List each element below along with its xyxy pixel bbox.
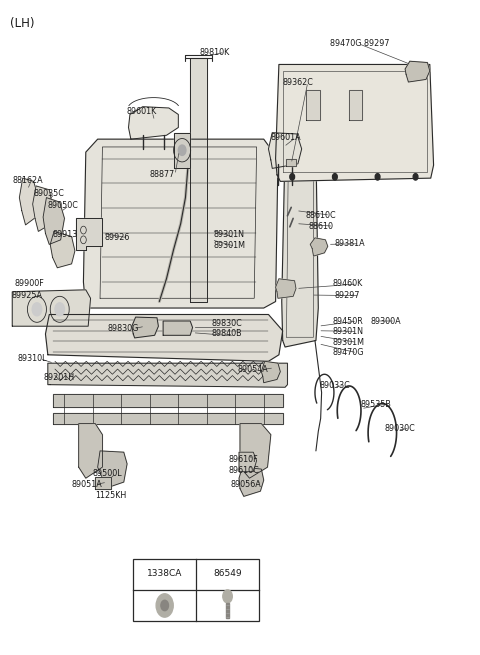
Circle shape xyxy=(161,600,168,610)
Polygon shape xyxy=(53,394,283,407)
Polygon shape xyxy=(349,90,362,120)
Polygon shape xyxy=(76,218,102,250)
Text: 88877: 88877 xyxy=(150,170,175,179)
Circle shape xyxy=(413,174,418,180)
Text: 89830C: 89830C xyxy=(212,319,242,328)
Text: 89450R: 89450R xyxy=(333,316,363,326)
Polygon shape xyxy=(79,424,102,478)
Polygon shape xyxy=(310,238,328,256)
Polygon shape xyxy=(239,452,257,472)
Polygon shape xyxy=(306,90,320,120)
Text: 89900F: 89900F xyxy=(14,280,44,288)
Text: 1338CA: 1338CA xyxy=(147,569,182,578)
Text: 89201H: 89201H xyxy=(43,373,74,382)
Circle shape xyxy=(55,303,64,316)
Text: 86549: 86549 xyxy=(213,569,242,578)
Polygon shape xyxy=(287,159,296,166)
Polygon shape xyxy=(282,145,318,347)
Text: 89926: 89926 xyxy=(105,233,130,242)
Polygon shape xyxy=(261,362,280,383)
Text: 89470G 89297: 89470G 89297 xyxy=(330,39,390,48)
Polygon shape xyxy=(50,231,75,268)
Polygon shape xyxy=(33,186,53,231)
Polygon shape xyxy=(53,413,283,424)
Polygon shape xyxy=(97,451,127,489)
Text: 89035C: 89035C xyxy=(34,189,64,198)
Text: 89301M: 89301M xyxy=(333,338,364,347)
Text: 88610: 88610 xyxy=(309,221,334,231)
Circle shape xyxy=(179,145,186,155)
Text: 89301N: 89301N xyxy=(214,230,245,239)
Polygon shape xyxy=(239,467,264,496)
Text: 89810K: 89810K xyxy=(200,48,230,56)
Text: 89610F: 89610F xyxy=(228,455,258,464)
Text: 89310L: 89310L xyxy=(17,354,47,363)
Text: 89056A: 89056A xyxy=(230,480,261,489)
Circle shape xyxy=(223,590,232,603)
Polygon shape xyxy=(48,364,288,387)
Text: 88162A: 88162A xyxy=(12,176,43,185)
Text: 89054A: 89054A xyxy=(238,365,268,374)
Text: 89500L: 89500L xyxy=(93,469,122,478)
Polygon shape xyxy=(132,317,158,338)
Text: 1125KH: 1125KH xyxy=(96,491,127,500)
Text: 89460K: 89460K xyxy=(333,280,363,288)
Text: 89830G: 89830G xyxy=(107,324,139,333)
Text: 89050C: 89050C xyxy=(48,201,79,210)
Circle shape xyxy=(32,303,42,316)
Circle shape xyxy=(156,594,173,617)
Circle shape xyxy=(290,174,295,180)
Text: 89301N: 89301N xyxy=(333,327,363,336)
Text: 89610C: 89610C xyxy=(228,466,259,475)
Polygon shape xyxy=(276,279,296,298)
Text: 89033C: 89033C xyxy=(320,381,350,390)
Text: 89381A: 89381A xyxy=(335,239,365,248)
Text: 88610C: 88610C xyxy=(305,211,336,219)
Polygon shape xyxy=(240,424,271,478)
Text: 89601K: 89601K xyxy=(126,107,156,117)
Polygon shape xyxy=(43,198,64,244)
Text: 89913: 89913 xyxy=(53,230,78,239)
Text: 89470G: 89470G xyxy=(333,348,364,358)
Text: 89297: 89297 xyxy=(335,291,360,300)
Polygon shape xyxy=(276,64,433,181)
Text: 89301M: 89301M xyxy=(214,240,246,250)
Polygon shape xyxy=(96,477,111,489)
Polygon shape xyxy=(129,107,179,139)
Text: 89601A: 89601A xyxy=(271,133,301,141)
Text: 89840B: 89840B xyxy=(212,329,242,339)
Text: 89925A: 89925A xyxy=(12,291,42,300)
Polygon shape xyxy=(84,139,278,308)
Text: 89300A: 89300A xyxy=(371,316,401,326)
Polygon shape xyxy=(19,178,38,225)
Polygon shape xyxy=(405,61,430,82)
Polygon shape xyxy=(226,603,229,618)
Text: 89051A: 89051A xyxy=(72,480,102,489)
Text: 89030C: 89030C xyxy=(384,424,416,433)
Polygon shape xyxy=(12,290,91,326)
Polygon shape xyxy=(174,133,190,168)
Polygon shape xyxy=(163,321,192,335)
Bar xyxy=(133,559,259,621)
Text: 89362C: 89362C xyxy=(283,77,313,86)
Text: (LH): (LH) xyxy=(10,17,35,30)
Polygon shape xyxy=(190,58,207,301)
Polygon shape xyxy=(268,133,301,168)
Polygon shape xyxy=(46,314,283,362)
Text: 89535B: 89535B xyxy=(361,400,392,409)
Circle shape xyxy=(333,174,337,180)
Circle shape xyxy=(375,174,380,180)
